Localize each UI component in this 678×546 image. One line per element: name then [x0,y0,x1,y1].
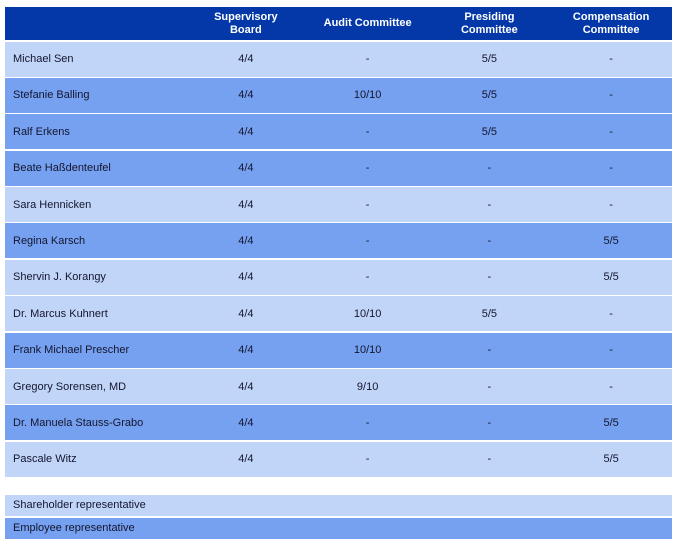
attendance-cell: 4/4 [238,453,254,466]
member-name: Gregory Sorensen, MD [13,380,127,393]
attendance-cell: - [487,453,492,466]
attendance-cell: 4/4 [238,89,254,102]
attendance-cell: - [487,162,492,175]
member-name: Dr. Manuela Stauss-Grabo [13,416,144,429]
member-name: Frank Michael Prescher [13,344,130,357]
attendance-table: Supervisory Board Audit Committee Presidin… [5,7,672,477]
attendance-cell: - [609,162,613,175]
attendance-cell: 4/4 [238,344,254,357]
attendance-cell: 5/5 [481,307,498,320]
attendance-cell: - [609,380,613,393]
legend: Shareholder representative Employee repr… [5,494,672,539]
member-name: Beate Haßdenteufel [13,162,111,175]
attendance-cell: - [609,307,613,320]
attendance-cell: - [487,344,492,357]
table-row: Gregory Sorensen, MD 4/4 9/10 - - [5,369,672,405]
attendance-cell: 5/5 [603,416,619,429]
legend-employee: Employee representative [5,517,672,539]
attendance-cell: - [365,453,370,466]
attendance-cell: - [365,162,370,175]
attendance-cell: 10/10 [353,89,382,102]
table-row: Frank Michael Prescher 4/4 10/10 - - [5,332,672,368]
attendance-cell: - [365,53,370,65]
attendance-cell: - [365,198,370,211]
column-header: Compensation Committee [572,10,650,36]
attendance-cell: - [487,380,492,393]
column-header: Audit Committee [323,17,412,29]
attendance-cell: 4/4 [238,198,254,211]
attendance-cell: - [365,271,370,284]
member-name: Regina Karsch [13,234,86,247]
table-row: Ralf Erkens 4/4 - 5/5 - [5,114,672,150]
member-name: Pascale Witz [13,453,77,466]
attendance-cell: - [609,53,613,65]
attendance-cell: - [365,234,370,247]
attendance-cell: - [487,271,492,284]
member-name: Sara Hennicken [13,198,92,211]
table-row: Beate Haßdenteufel 4/4 - - - [5,150,672,186]
attendance-cell: - [365,125,370,138]
table-row: Stefanie Balling 4/4 10/10 5/5 - [5,77,672,113]
legend-shareholder: Shareholder representative [5,494,672,516]
attendance-cell: 5/5 [603,234,619,247]
table-row: Dr. Marcus Kuhnert 4/4 10/10 5/5 - [5,296,672,332]
table-row: Michael Sen 4/4 - 5/5 - [5,41,672,77]
column-header: Presiding Committee [460,10,518,36]
attendance-cell: 10/10 [353,307,382,320]
table-row: Regina Karsch 4/4 - - 5/5 [5,223,672,259]
attendance-cell: - [487,234,492,247]
attendance-cell: - [609,344,613,357]
member-name: Michael Sen [13,53,74,65]
table-body: Michael Sen 4/4 - 5/5 - Stefanie Balling 4/4 10… [5,41,672,477]
member-name: Shervin J. Korangy [13,271,106,284]
attendance-cell: 4/4 [238,307,254,320]
attendance-cell: - [487,198,492,211]
attendance-cell: 4/4 [238,53,254,65]
attendance-cell: 5/5 [481,125,498,138]
attendance-cell: - [609,125,613,138]
attendance-cell: - [365,416,370,429]
attendance-cell: 4/4 [238,271,254,284]
attendance-cell: 5/5 [603,271,619,284]
member-name: Ralf Erkens [13,125,70,138]
attendance-cell: 5/5 [481,89,498,102]
attendance-cell: 9/10 [356,380,379,393]
attendance-cell: - [609,198,613,211]
table-header-row: Supervisory Board Audit Committee Presidin… [5,7,672,40]
attendance-cell: 4/4 [238,416,254,429]
table-row: Shervin J. Korangy 4/4 - - 5/5 [5,259,672,295]
attendance-cell: 4/4 [238,125,254,138]
attendance-cell: 10/10 [353,344,382,357]
table-row: Sara Hennicken 4/4 - - - [5,187,672,223]
table-row: Dr. Manuela Stauss-Grabo 4/4 - - 5/5 [5,405,672,441]
table-row: Pascale Witz 4/4 - - 5/5 [5,441,672,477]
column-header: Supervisory Board [214,10,278,36]
attendance-cell: 5/5 [481,53,498,65]
member-name: Stefanie Balling [13,89,90,102]
attendance-cell: 4/4 [238,234,254,247]
attendance-cell: - [487,416,492,429]
member-name: Dr. Marcus Kuhnert [13,307,108,320]
attendance-cell: 5/5 [603,453,619,466]
attendance-cell: 4/4 [238,380,254,393]
attendance-cell: 4/4 [238,162,254,175]
attendance-cell: - [609,89,613,102]
